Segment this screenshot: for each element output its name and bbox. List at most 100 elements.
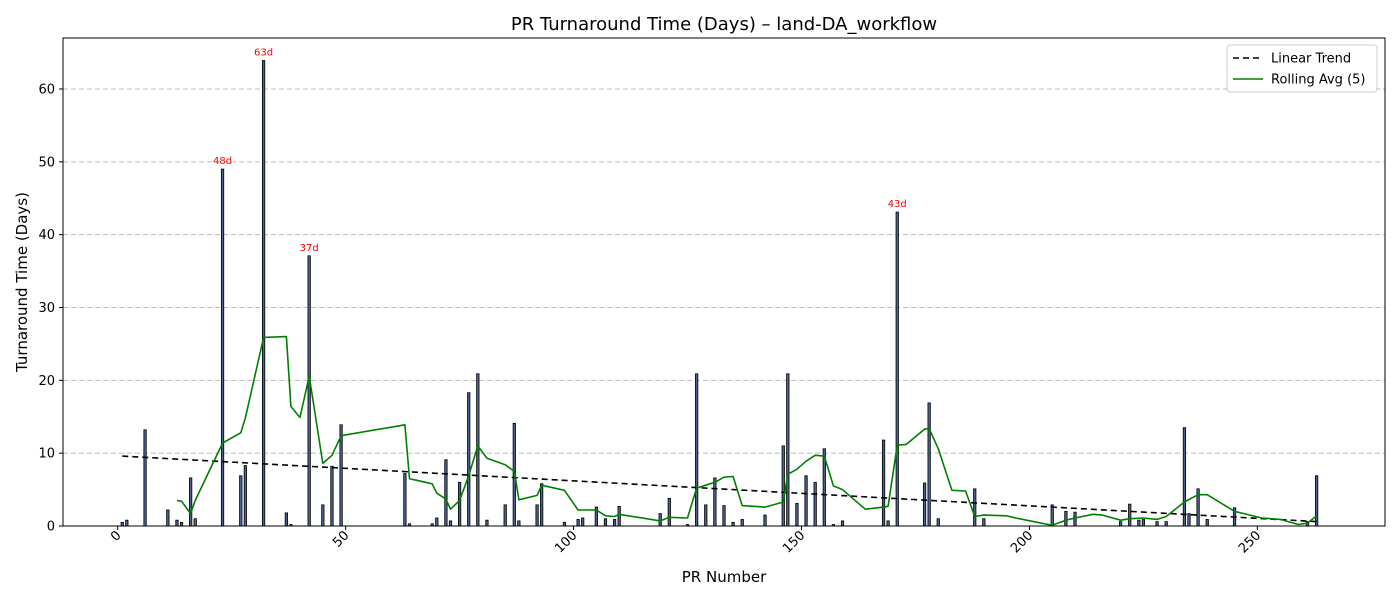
x-tick-label: 100 xyxy=(552,528,580,556)
bar xyxy=(740,519,744,527)
bar xyxy=(307,255,311,527)
bar xyxy=(1050,504,1054,527)
bar xyxy=(695,373,699,527)
bar xyxy=(1164,521,1168,527)
bars-layer xyxy=(120,60,1319,527)
bar xyxy=(535,504,539,527)
bar xyxy=(704,504,708,527)
bar xyxy=(763,514,767,527)
bar xyxy=(1205,519,1209,527)
legend-box xyxy=(1226,44,1378,93)
bar xyxy=(220,168,225,527)
legend-label-rolling-avg: Rolling Avg (5) xyxy=(1271,73,1366,88)
bar xyxy=(1128,503,1132,527)
bar xyxy=(175,519,179,527)
bar xyxy=(886,520,890,527)
bar xyxy=(485,519,489,527)
y-tick-label: 40 xyxy=(38,228,55,243)
bar xyxy=(1119,521,1123,527)
bar xyxy=(1137,519,1141,527)
bar xyxy=(239,475,243,527)
bar xyxy=(617,505,621,527)
annotation-label: 37d xyxy=(300,243,319,254)
bar xyxy=(179,521,184,527)
bar xyxy=(284,512,288,527)
bar xyxy=(189,477,193,527)
bar xyxy=(562,521,567,527)
x-tick-label: 250 xyxy=(1236,528,1264,556)
x-tick-label: 50 xyxy=(330,528,352,550)
bar xyxy=(731,521,735,527)
y-tick-label: 50 xyxy=(38,155,55,170)
bar xyxy=(1155,521,1159,527)
bar xyxy=(261,60,266,527)
bar xyxy=(1315,475,1319,527)
grid-layer xyxy=(63,88,1385,454)
bar xyxy=(120,521,124,527)
bar xyxy=(576,519,580,527)
bar xyxy=(125,519,129,527)
bar xyxy=(667,497,671,527)
x-tick-label: 0 xyxy=(108,528,124,544)
rolling-average-line xyxy=(176,335,1318,527)
y-tick-label: 0 xyxy=(47,520,55,535)
bar xyxy=(1182,427,1187,527)
bar xyxy=(330,465,334,527)
bar xyxy=(927,402,931,527)
chart-title: PR Turnaround Time (Days) – land-DA_work… xyxy=(511,14,937,35)
bar xyxy=(786,373,790,527)
y-tick-label: 30 xyxy=(38,301,55,316)
bar xyxy=(973,488,977,527)
linear-trend-line xyxy=(122,455,1317,523)
bar xyxy=(781,445,785,527)
bar xyxy=(1187,513,1191,527)
bar xyxy=(321,504,325,527)
bar xyxy=(143,429,147,527)
bar xyxy=(713,477,717,527)
bar xyxy=(922,482,927,527)
bar xyxy=(612,519,617,527)
y-axis-label: Turnaround Time (Days) xyxy=(13,192,31,373)
bar xyxy=(457,481,462,527)
y-tick-label: 10 xyxy=(38,447,55,462)
bar xyxy=(581,517,585,527)
bar xyxy=(1141,519,1145,527)
bar xyxy=(448,520,453,527)
y-tick-label: 20 xyxy=(38,374,55,389)
x-tick-label: 150 xyxy=(780,528,808,556)
bar xyxy=(603,518,608,527)
annotation-label: 63d xyxy=(254,48,273,59)
bar xyxy=(517,520,521,527)
legend: Linear Trend Rolling Avg (5) xyxy=(1226,44,1378,93)
bar xyxy=(813,481,817,527)
legend-label-linear-trend: Linear Trend xyxy=(1271,52,1351,67)
bar xyxy=(895,211,899,527)
bar xyxy=(193,518,197,527)
bar xyxy=(243,465,247,527)
bar xyxy=(1064,511,1068,527)
bar xyxy=(503,504,507,527)
bar xyxy=(467,392,471,527)
bar xyxy=(1073,511,1077,527)
bar xyxy=(444,459,448,527)
y-tick-label: 60 xyxy=(38,82,55,97)
plot-frame xyxy=(62,37,1386,527)
bar xyxy=(881,439,886,527)
bar xyxy=(403,473,407,527)
bar xyxy=(795,503,799,527)
bar xyxy=(804,475,808,527)
annotation-layer: 48d 63d 37d 43d xyxy=(213,48,907,254)
x-tick-label: 200 xyxy=(1008,528,1036,556)
bar xyxy=(840,520,845,527)
bar xyxy=(435,517,439,527)
bar xyxy=(936,518,940,527)
annotation-label: 43d xyxy=(888,199,907,210)
bar xyxy=(982,518,986,527)
bar xyxy=(540,483,544,527)
annotation-label: 48d xyxy=(213,156,232,167)
bar xyxy=(722,505,726,527)
bar xyxy=(339,424,343,527)
lines-layer xyxy=(122,335,1318,527)
